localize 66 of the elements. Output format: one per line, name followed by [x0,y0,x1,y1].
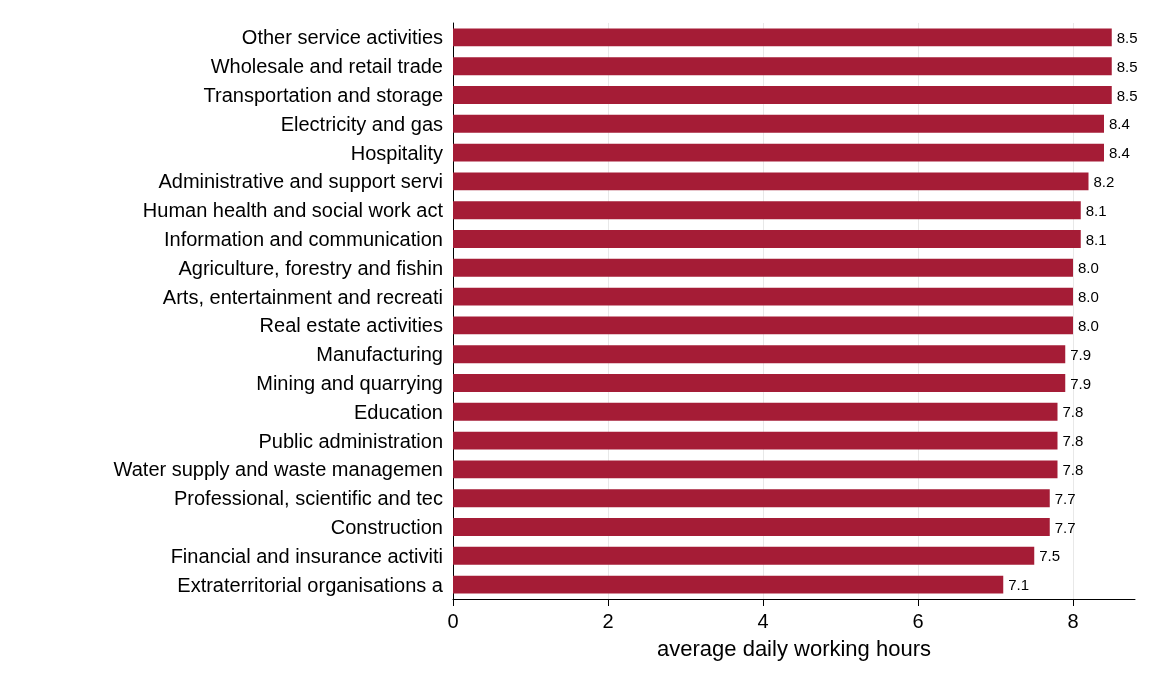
data-label: 7.5 [1039,547,1061,565]
y-tick-label: Professional, scientific and tec [173,487,443,510]
y-tick-label: Public administration [258,429,443,452]
bar [453,575,1004,594]
y-tick-label: Wholesale and retail trade [210,55,443,78]
data-label: 7.7 [1054,518,1076,536]
data-label: 8.1 [1085,201,1107,219]
y-tick-label: Arts, entertainment and recreati [162,285,443,308]
bar [453,230,1081,248]
y-tick-label: Other service activities [241,26,443,49]
bar [453,287,1073,306]
data-label: 8.5 [1116,57,1138,75]
data-label: 7.7 [1054,489,1076,507]
bar [453,489,1050,508]
y-tick-label: Extraterritorial organisations a [177,573,444,596]
bar [453,114,1104,133]
bar [453,28,1112,47]
y-tick-label: Transportation and storage [203,84,443,106]
bar [453,316,1073,335]
data-label: 8.2 [1093,172,1115,190]
bar [453,431,1058,450]
y-tick-label: Education [354,400,443,423]
y-tick-label: Administrative and support servi [158,170,443,193]
bar [453,518,1050,536]
data-label: 7.8 [1062,460,1084,478]
data-label: 8.4 [1109,115,1130,133]
bar [453,374,1066,392]
y-tick-label: Mining and quarrying [256,372,443,394]
bar [453,402,1058,421]
bar [453,258,1073,277]
y-tick-label: Water supply and waste managemen [113,458,443,481]
bar [453,201,1081,220]
y-tick-label: Information and communication [163,228,443,250]
x-tick-label: 2 [602,610,614,632]
y-tick-label: Manufacturing [316,343,443,366]
y-tick-label: Hospitality [350,141,443,164]
y-tick-label: Electricity and gas [280,112,443,135]
data-label: 8.5 [1116,86,1138,104]
data-label: 7.9 [1070,345,1092,363]
bar [453,460,1058,479]
bar [453,172,1089,191]
y-tick-label: Human health and social work act [142,199,444,222]
data-label: 8.1 [1085,230,1107,248]
data-label: 7.8 [1062,432,1084,450]
bar [453,345,1066,364]
bar [453,86,1112,104]
data-label: 7.9 [1070,374,1092,392]
data-label: 7.1 [1008,576,1030,594]
x-tick-label: 6 [912,610,924,632]
bar [453,57,1112,76]
data-label: 8.0 [1078,259,1099,277]
y-tick-label: Agriculture, forestry and fishin [178,256,443,279]
x-tick-label: 8 [1067,610,1079,632]
bar [453,546,1035,565]
bar [453,143,1104,162]
y-tick-label: Financial and insurance activiti [170,544,443,567]
data-label: 8.4 [1109,144,1130,162]
data-label: 8.0 [1078,288,1099,306]
x-tick-label: 0 [447,610,459,632]
x-axis-title: average daily working hours [657,635,931,661]
y-tick-label: Construction [330,516,443,538]
data-label: 7.8 [1062,403,1084,421]
data-label: 8.5 [1116,28,1138,46]
y-tick-label: Real estate activities [259,314,443,337]
data-label: 8.0 [1078,316,1099,334]
x-tick-label: 4 [757,610,769,632]
